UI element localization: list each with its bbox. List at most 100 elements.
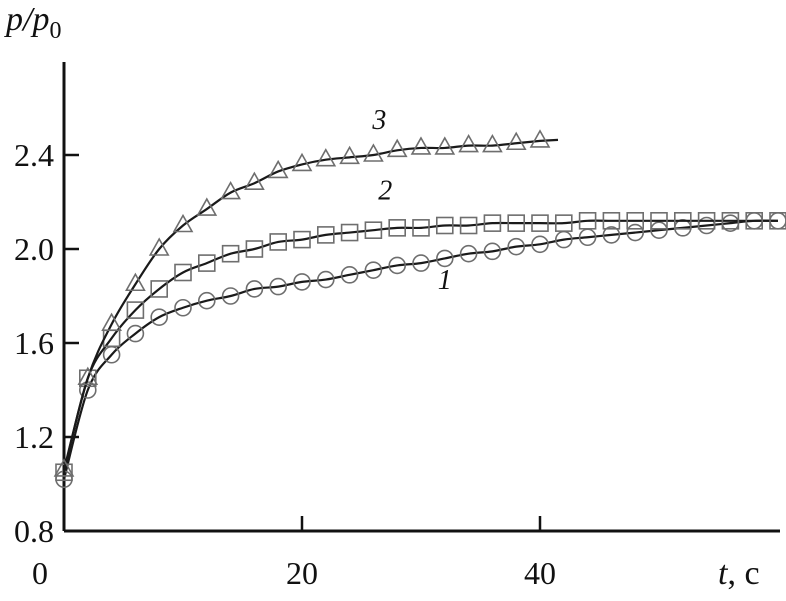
- series-line: [62, 219, 778, 473]
- data-point-triangle: [291, 152, 313, 172]
- x-axis-label-var: t: [718, 555, 729, 592]
- data-point-circle: [507, 237, 526, 256]
- data-point-square: [412, 219, 430, 237]
- y-tick-label: 1.6: [14, 325, 54, 361]
- data-point-triangle: [220, 180, 241, 200]
- data-point-circle: [364, 261, 383, 279]
- y-tick-label: 2.0: [14, 231, 54, 267]
- series-group: [53, 129, 786, 489]
- data-point-square: [150, 280, 168, 298]
- curve-label-3: 3: [371, 105, 386, 136]
- data-point-square: [554, 214, 573, 232]
- data-point-triangle: [410, 136, 432, 155]
- data-point-square: [364, 221, 383, 239]
- data-point-triangle: [363, 143, 384, 162]
- data-point-square: [769, 212, 786, 230]
- labels-group: 1 2 3: [371, 105, 451, 296]
- y-tick-label: 2.4: [14, 137, 54, 173]
- data-point-triangle: [482, 133, 503, 153]
- y-tick-label: 0.8: [14, 513, 54, 549]
- data-point-triangle: [53, 458, 75, 477]
- data-point-circle: [650, 221, 668, 239]
- data-point-square: [602, 212, 621, 230]
- data-point-square: [388, 219, 407, 237]
- data-point-circle: [126, 324, 145, 343]
- data-point-circle: [531, 235, 549, 254]
- y-axis-label: p/p0: [4, 1, 61, 44]
- data-point-square: [269, 233, 288, 251]
- data-point-square: [697, 212, 716, 230]
- data-point-triangle: [339, 145, 360, 165]
- data-point-square: [221, 244, 240, 263]
- data-point-triangle: [529, 129, 551, 148]
- data-point-circle: [79, 381, 97, 399]
- data-point-square: [126, 301, 145, 319]
- series-1: [55, 212, 786, 489]
- data-point-triangle: [386, 138, 408, 158]
- data-point-circle: [198, 291, 216, 310]
- data-point-triangle: [172, 213, 194, 233]
- data-point-square: [745, 212, 764, 230]
- y-axis-label-sub: 0: [49, 18, 61, 44]
- data-point-triangle: [101, 312, 122, 332]
- data-point-square: [174, 263, 192, 282]
- data-point-circle: [316, 270, 335, 289]
- data-point-square: [507, 214, 526, 232]
- data-point-square: [293, 230, 311, 249]
- data-point-circle: [388, 256, 407, 275]
- x-axis-label-unit: , c: [727, 555, 759, 592]
- data-point-square: [673, 212, 692, 230]
- data-point-circle: [150, 308, 168, 326]
- series-3: [53, 129, 559, 477]
- data-point-circle: [221, 287, 240, 305]
- x-axis-label: t, c: [718, 555, 760, 592]
- data-point-square: [340, 223, 359, 242]
- curve-label-2: 2: [378, 176, 392, 207]
- data-point-circle: [626, 223, 645, 242]
- data-point-triangle: [505, 131, 527, 151]
- data-point-square: [483, 214, 502, 232]
- data-point-circle: [340, 266, 359, 284]
- data-point-triangle: [458, 133, 479, 153]
- data-point-circle: [293, 273, 311, 291]
- data-point-triangle: [125, 272, 146, 292]
- data-point-square: [198, 254, 216, 272]
- data-point-triangle: [315, 148, 337, 167]
- data-point-triangle: [148, 237, 170, 256]
- data-point-circle: [483, 242, 502, 261]
- y-axis-label-main: p/p: [4, 1, 49, 38]
- data-point-square: [531, 214, 549, 232]
- curve-label-1: 1: [438, 265, 452, 296]
- x-tick-label: 0: [32, 555, 48, 591]
- data-point-circle: [269, 277, 288, 296]
- data-point-triangle: [196, 197, 218, 216]
- y-tick-label: 1.2: [14, 419, 54, 455]
- data-point-square: [435, 216, 454, 235]
- data-point-square: [459, 216, 478, 235]
- data-point-circle: [602, 226, 621, 244]
- data-point-square: [626, 212, 645, 230]
- data-point-circle: [435, 249, 454, 268]
- axes: 0 20 40 0.8 1.2 1.6 2.0 2.4: [14, 62, 780, 591]
- data-point-square: [55, 463, 73, 482]
- data-point-square: [721, 212, 740, 230]
- data-point-triangle: [77, 366, 99, 386]
- series-line: [62, 138, 559, 471]
- data-point-square: [578, 212, 597, 230]
- data-point-triangle: [244, 171, 265, 190]
- data-point-circle: [459, 244, 478, 263]
- data-point-triangle: [434, 136, 456, 155]
- data-point-circle: [412, 254, 430, 272]
- x-tick-label: 20: [286, 555, 318, 591]
- data-point-square: [79, 369, 97, 388]
- data-point-circle: [245, 280, 264, 298]
- data-point-square: [650, 212, 668, 230]
- series-2: [55, 212, 786, 482]
- series-line: [62, 219, 779, 480]
- data-point-circle: [174, 298, 192, 317]
- data-point-triangle: [267, 159, 289, 179]
- x-tick-label: 40: [524, 555, 556, 591]
- data-point-square: [245, 240, 264, 258]
- data-point-square: [316, 226, 335, 244]
